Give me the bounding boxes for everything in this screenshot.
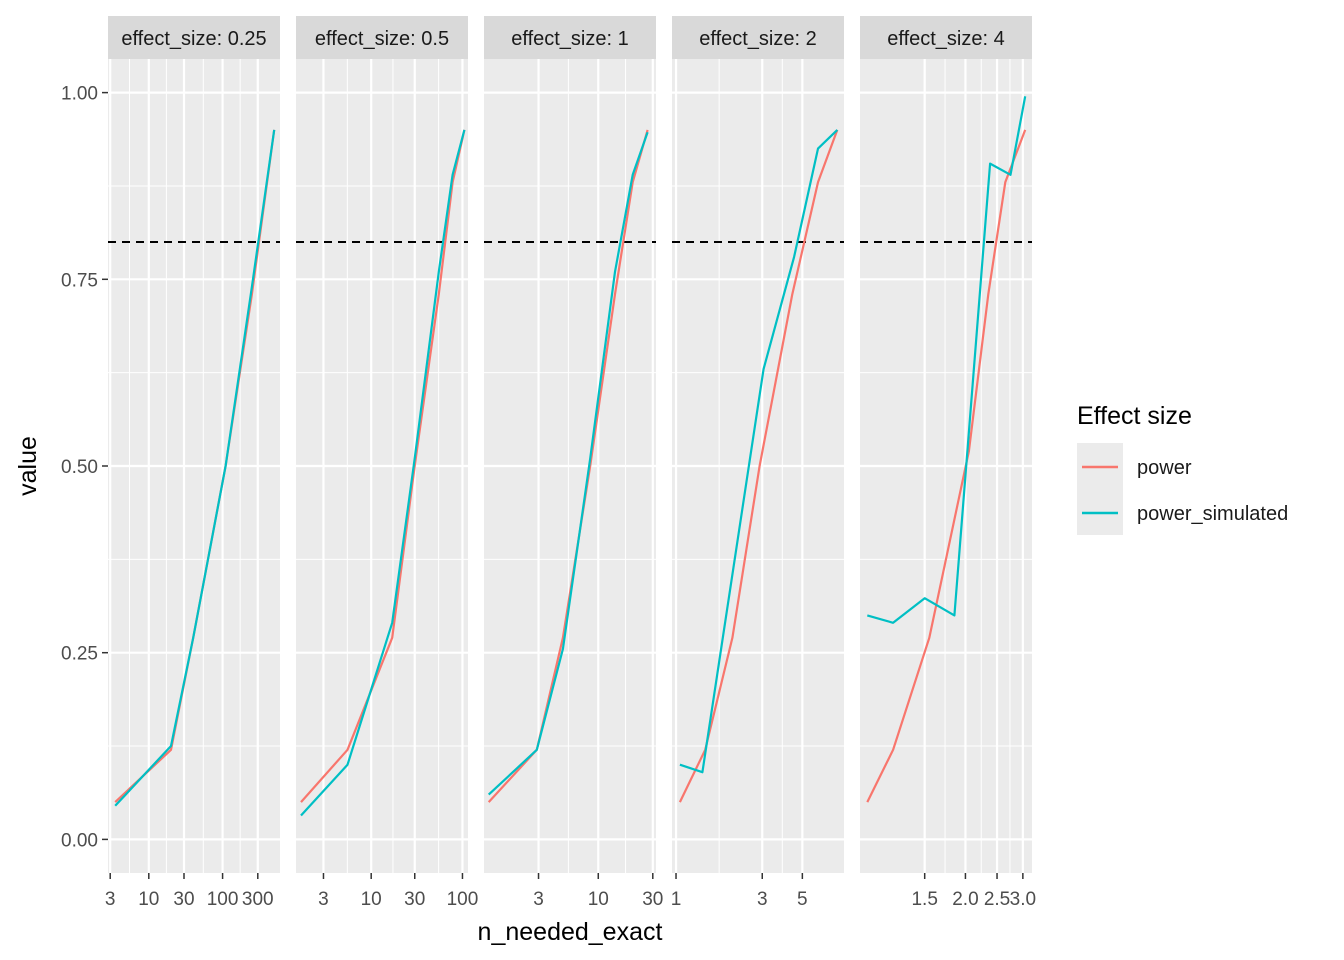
panel-1: effect_size: 0.25 3 10 30 100 300 <box>105 16 280 910</box>
x-tick-label: 10 <box>361 889 382 910</box>
x-tick-label: 100 <box>207 889 239 910</box>
facet-strip-label: effect_size: 0.5 <box>315 28 449 50</box>
x-tick-label: 30 <box>642 889 663 910</box>
series-line-power-simulated <box>679 129 839 774</box>
facet-strip-label: effect_size: 1 <box>511 28 628 50</box>
panel-2: effect_size: 0.5 3 10 30 100 <box>296 16 478 910</box>
legend-title: Effect size <box>1077 402 1192 430</box>
y-axis-title: value <box>14 436 42 496</box>
legend-entries: power power_simulated <box>1082 457 1288 525</box>
x-tick-label: 2.5 <box>984 889 1010 910</box>
x-tick-label: 3 <box>318 889 329 910</box>
x-tick-label: 2.0 <box>952 889 978 910</box>
facet-strip <box>296 16 468 59</box>
x-axis-title: n_needed_exact <box>478 918 663 946</box>
x-tick-label: 3 <box>533 889 544 910</box>
facet-strip <box>860 16 1032 59</box>
x-tick-label: 3 <box>105 889 116 910</box>
y-tick-label: 0.75 <box>61 270 98 291</box>
facet-strip-label: effect_size: 0.25 <box>121 28 266 50</box>
series-line-power-simulated <box>114 129 276 807</box>
panel-3: effect_size: 1 3 10 30 <box>484 16 663 910</box>
x-tick-label: 3.0 <box>1010 889 1036 910</box>
series-line-power-simulated <box>300 129 466 817</box>
x-tick-label: 10 <box>588 889 609 910</box>
x-tick-label: 30 <box>173 889 194 910</box>
y-tick-label: 0.50 <box>61 457 98 478</box>
series-line-power-simulated <box>866 96 1027 624</box>
x-tick-label: 100 <box>447 889 479 910</box>
facet-strip <box>484 16 656 59</box>
series-line-power-simulated <box>487 131 649 796</box>
y-tick-label: 0.00 <box>61 830 98 851</box>
x-tick-label: 5 <box>797 889 808 910</box>
x-tick-label: 10 <box>138 889 159 910</box>
x-tick-label: 1 <box>671 889 682 910</box>
legend: Effect size power power_simulated <box>1077 402 1288 535</box>
panel-4: effect_size: 2 1 3 5 <box>671 16 844 910</box>
y-tick-label: 1.00 <box>61 84 98 105</box>
facet-strip-label: effect_size: 4 <box>887 28 1004 50</box>
panel-5: effect_size: 4 1.5 2.0 2.5 3.0 <box>860 16 1036 910</box>
legend-label-power-simulated: power_simulated <box>1137 503 1288 525</box>
legend-label-power: power <box>1137 457 1192 479</box>
chart-panels: effect_size: 0.253 10 30 100 300effect_size:… <box>105 16 1036 910</box>
legend-key-background <box>1077 443 1123 535</box>
facet-strip <box>108 16 280 59</box>
x-tick-label: 30 <box>404 889 425 910</box>
facet-strip <box>672 16 844 59</box>
x-tick-label: 3 <box>757 889 768 910</box>
x-tick-label: 300 <box>242 889 274 910</box>
facet-strip-label: effect_size: 2 <box>699 28 816 50</box>
series-line-power <box>866 129 1027 803</box>
y-tick-label: 0.25 <box>61 644 98 665</box>
x-tick-label: 1.5 <box>911 889 937 910</box>
y-axis: 0.00 0.25 0.50 0.75 1.00 <box>61 84 108 851</box>
